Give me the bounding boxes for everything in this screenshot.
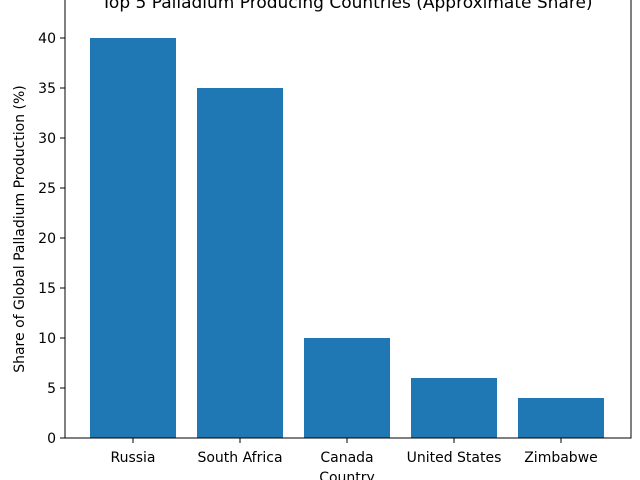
bar-canada — [304, 338, 390, 438]
bar-zimbabwe — [518, 398, 604, 438]
chart-title: Top 5 Palladium Producing Countries (App… — [100, 0, 592, 13]
y-tick-label: 15 — [38, 281, 56, 297]
x-tick-label: South Africa — [197, 450, 282, 466]
bar-united-states — [411, 378, 497, 438]
y-tick-label: 10 — [38, 331, 56, 347]
x-axis-label: Country — [319, 470, 375, 480]
x-tick-label: Russia — [110, 450, 155, 466]
x-tick-label: United States — [407, 450, 502, 466]
bars-group — [90, 38, 604, 438]
x-tick-label: Canada — [320, 450, 373, 466]
y-tick-label: 20 — [38, 231, 56, 247]
y-tick-label: 30 — [38, 131, 56, 147]
bar-russia — [90, 38, 176, 438]
x-axis-ticks: Russia South Africa Canada United States Zim… — [110, 438, 598, 466]
y-tick-label: 5 — [47, 381, 56, 397]
x-tick-label: Zimbabwe — [524, 450, 598, 466]
y-axis-ticks: 0 5 10 15 20 25 30 35 40 — [38, 31, 65, 447]
y-tick-label: 25 — [38, 181, 56, 197]
plot-frame — [64, 0, 632, 439]
y-tick-label: 40 — [38, 31, 56, 47]
y-axis-label: Share of Global Palladium Production (%) — [12, 85, 28, 373]
bar-south-africa — [197, 88, 283, 438]
y-tick-label: 0 — [47, 431, 56, 447]
y-tick-label: 35 — [38, 81, 56, 97]
